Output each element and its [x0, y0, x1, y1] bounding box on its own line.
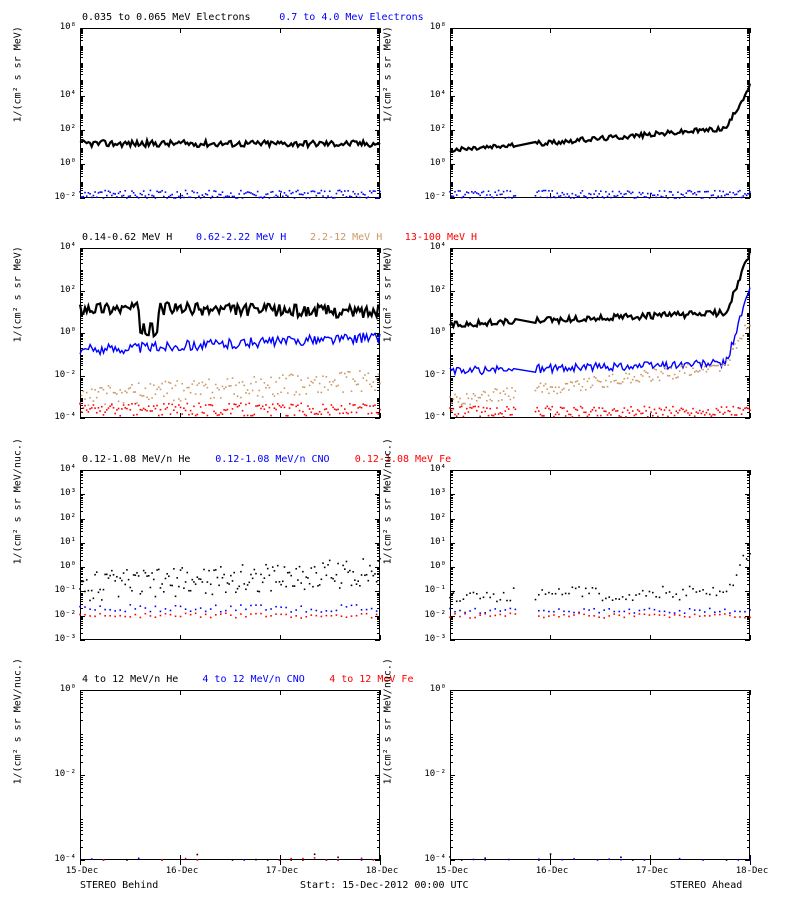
- xtick-label: 18-Dec: [360, 866, 404, 876]
- ytick-label: 10⁸: [410, 22, 446, 32]
- y-axis-label: 1/(cm² s sr MeV/nuc.): [13, 765, 24, 785]
- y-axis-label: 1/(cm² s sr MeV): [383, 103, 394, 123]
- row3-legend-2: 4 to 12 MeV Fe: [329, 674, 413, 685]
- ytick-label: 10³: [410, 488, 446, 498]
- ytick-label: 10⁻²: [410, 610, 446, 620]
- plot-r3-c1: [450, 690, 750, 860]
- plot-r1-c0: [80, 248, 380, 418]
- ytick-label: 10²: [410, 124, 446, 134]
- ytick-label: 10⁰: [410, 684, 446, 694]
- ytick-label: 10⁻³: [40, 634, 76, 644]
- plot-r2-c0: [80, 470, 380, 640]
- row2-legend-1: 0.12-1.08 MeV/n CNO: [215, 454, 329, 465]
- xtick-label: 16-Dec: [160, 866, 204, 876]
- footer-left: STEREO Behind: [80, 880, 158, 891]
- ytick-label: 10⁰: [410, 158, 446, 168]
- row3-legend-1: 4 to 12 MeV/n CNO: [202, 674, 304, 685]
- y-axis-label: 1/(cm² s sr MeV/nuc.): [383, 545, 394, 565]
- ytick-label: 10⁻¹: [410, 585, 446, 595]
- ytick-label: 10⁰: [410, 561, 446, 571]
- ytick-label: 10⁻⁴: [40, 412, 76, 422]
- footer-right: STEREO Ahead: [670, 880, 742, 891]
- y-axis-label: 1/(cm² s sr MeV/nuc.): [13, 545, 24, 565]
- ytick-label: 10⁴: [40, 90, 76, 100]
- ytick-label: 10¹: [410, 537, 446, 547]
- row1-legend-0: 0.14-0.62 MeV H: [82, 232, 172, 243]
- ytick-label: 10¹: [40, 537, 76, 547]
- row1-legend-1: 0.62-2.22 MeV H: [196, 232, 286, 243]
- ytick-label: 10⁴: [410, 90, 446, 100]
- ytick-label: 10⁻⁴: [410, 854, 446, 864]
- ytick-label: 10⁰: [40, 561, 76, 571]
- ytick-label: 10⁻²: [40, 610, 76, 620]
- row1-legend-2: 2.2-12 MeV H: [310, 232, 382, 243]
- ytick-label: 10²: [40, 513, 76, 523]
- ytick-label: 10⁰: [40, 684, 76, 694]
- plot-r1-c1: [450, 248, 750, 418]
- y-axis-label: 1/(cm² s sr MeV): [13, 103, 24, 123]
- y-axis-label: 1/(cm² s sr MeV/nuc.): [383, 765, 394, 785]
- xtick-label: 15-Dec: [60, 866, 104, 876]
- ytick-label: 10⁻²: [410, 192, 446, 202]
- ytick-label: 10⁻⁴: [410, 412, 446, 422]
- xtick-label: 17-Dec: [630, 866, 674, 876]
- y-axis-label: 1/(cm² s sr MeV): [13, 323, 24, 343]
- ytick-label: 10²: [40, 285, 76, 295]
- ytick-label: 10⁰: [40, 327, 76, 337]
- ytick-label: 10⁻²: [40, 370, 76, 380]
- ytick-label: 10⁻⁴: [40, 854, 76, 864]
- row3-legend-0: 4 to 12 MeV/n He: [82, 674, 178, 685]
- ytick-label: 10⁻¹: [40, 585, 76, 595]
- row0-legend-0: 0.035 to 0.065 MeV Electrons: [82, 12, 251, 23]
- xtick-label: 18-Dec: [730, 866, 774, 876]
- plot-r0-c0: [80, 28, 380, 198]
- ytick-label: 10²: [410, 285, 446, 295]
- xtick-label: 15-Dec: [430, 866, 474, 876]
- xtick-label: 16-Dec: [530, 866, 574, 876]
- ytick-label: 10⁴: [410, 464, 446, 474]
- y-axis-label: 1/(cm² s sr MeV): [383, 323, 394, 343]
- ytick-label: 10⁴: [410, 242, 446, 252]
- ytick-label: 10³: [40, 488, 76, 498]
- ytick-label: 10⁻²: [40, 769, 76, 779]
- ytick-label: 10⁻²: [40, 192, 76, 202]
- row0-legend-1: 0.7 to 4.0 Mev Electrons: [279, 12, 424, 23]
- plot-r3-c0: [80, 690, 380, 860]
- ytick-label: 10²: [40, 124, 76, 134]
- ytick-label: 10⁰: [410, 327, 446, 337]
- footer-center: Start: 15-Dec-2012 00:00 UTC: [300, 880, 469, 891]
- ytick-label: 10⁰: [40, 158, 76, 168]
- ytick-label: 10⁸: [40, 22, 76, 32]
- ytick-label: 10⁴: [40, 464, 76, 474]
- ytick-label: 10⁻³: [410, 634, 446, 644]
- ytick-label: 10⁻²: [410, 370, 446, 380]
- ytick-label: 10⁻²: [410, 769, 446, 779]
- ytick-label: 10²: [410, 513, 446, 523]
- plot-r2-c1: [450, 470, 750, 640]
- xtick-label: 17-Dec: [260, 866, 304, 876]
- plot-r0-c1: [450, 28, 750, 198]
- row2-legend-0: 0.12-1.08 MeV/n He: [82, 454, 190, 465]
- ytick-label: 10⁴: [40, 242, 76, 252]
